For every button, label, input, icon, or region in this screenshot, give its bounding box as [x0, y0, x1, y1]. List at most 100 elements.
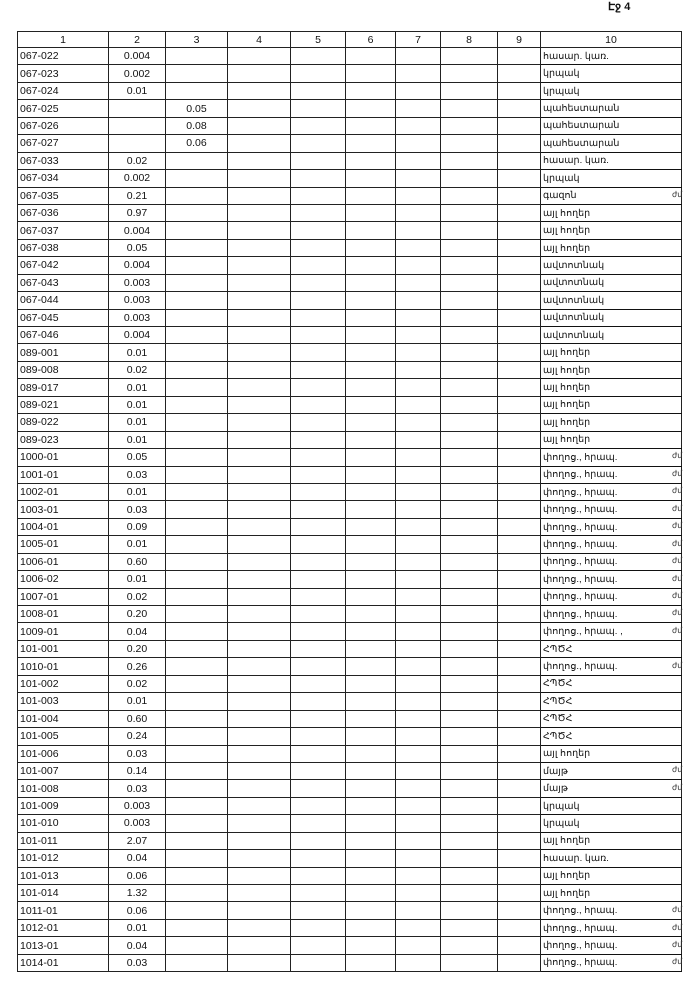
cell-col-5: [290, 639, 346, 659]
cell-col-5: [290, 343, 346, 362]
cell-col-9: [497, 953, 541, 973]
cell-col-2: 0.05: [108, 448, 166, 467]
cell-col-2: 0.03: [108, 465, 166, 484]
cell-col-8: [440, 448, 498, 467]
cell-col-8: [440, 308, 498, 328]
parcel-code: 067-023: [17, 64, 109, 83]
cell-col-2: 0.01: [108, 378, 166, 397]
cell-col-3: [165, 465, 228, 484]
land-use: հասար. կառ.: [540, 151, 682, 171]
cell-col-5: [290, 448, 346, 467]
parcel-code: 101-008: [17, 779, 109, 798]
cell-col-6: [345, 291, 396, 310]
cell-col-6: [345, 134, 396, 153]
cell-col-3: [165, 796, 228, 816]
land-use: այլ հողեր: [540, 866, 682, 886]
table-row: 1001-01 0.03 փողոց., հրապ.: [17, 465, 682, 484]
cell-col-3: [165, 186, 228, 205]
table-row: 101-003 0.01 ՀՊԾՀ: [17, 692, 682, 711]
table-row: 101-002 0.02 ՀՊԾՀ: [17, 674, 682, 694]
cell-col-9: [497, 482, 541, 502]
table-row: 101-011 2.07 այլ հողեր: [17, 831, 682, 851]
cell-col-6: [345, 604, 396, 624]
cell-col-6: [345, 517, 396, 537]
cell-col-2: 0.06: [108, 866, 166, 886]
cell-col-8: [440, 674, 498, 694]
cell-col-2: 0.003: [108, 796, 166, 816]
cell-col-4: [227, 430, 291, 450]
table-row: 1006-02 0.01 փողոց., հրապ.: [17, 570, 682, 589]
cell-col-2: 0.04: [108, 936, 166, 955]
cell-col-6: [345, 325, 396, 345]
cell-col-6: [345, 692, 396, 711]
cell-col-7: [395, 134, 441, 153]
cell-col-9: [497, 273, 541, 293]
cell-col-5: [290, 727, 346, 746]
header-row: 1 2 3 4 5 6 7 8 9 10: [17, 31, 682, 48]
cell-col-7: [395, 308, 441, 328]
cell-col-2: 0.97: [108, 203, 166, 223]
cell-col-9: [497, 709, 541, 729]
cell-col-3: [165, 81, 228, 101]
cell-col-5: [290, 482, 346, 502]
cell-col-4: [227, 238, 291, 258]
cell-col-6: [345, 570, 396, 589]
column-header: 10: [540, 31, 682, 48]
cell-col-2: 0.002: [108, 169, 166, 188]
cell-col-4: [227, 134, 291, 153]
cell-col-8: [440, 622, 498, 641]
land-use: այլ հողեր: [540, 343, 682, 362]
table-row: 067-045 0.003 ավտոտնակ: [17, 308, 682, 328]
cell-col-4: [227, 203, 291, 223]
parcel-code: 089-021: [17, 395, 109, 415]
cell-col-6: [345, 727, 396, 746]
cell-col-8: [440, 535, 498, 554]
table-row: 101-013 0.06 այլ հողեր: [17, 866, 682, 886]
cell-col-2: 0.01: [108, 535, 166, 554]
parcel-code: 067-045: [17, 308, 109, 328]
table-row: 101-008 0.03 մայթ: [17, 779, 682, 798]
parcel-code: 101-005: [17, 727, 109, 746]
land-use: կրպակ: [540, 814, 682, 833]
cell-col-8: [440, 727, 498, 746]
cell-col-8: [440, 46, 498, 66]
cell-col-2: 0.02: [108, 360, 166, 380]
cell-col-2: 0.01: [108, 482, 166, 502]
parcel-code: 089-022: [17, 413, 109, 432]
cell-col-8: [440, 256, 498, 275]
cell-col-3: [165, 169, 228, 188]
parcel-code: 067-025: [17, 99, 109, 118]
table-row: 067-025 0.05 պահեստարան: [17, 99, 682, 118]
cell-col-5: [290, 291, 346, 310]
cell-col-3: [165, 709, 228, 729]
cell-col-2: 0.01: [108, 692, 166, 711]
cell-col-9: [497, 238, 541, 258]
table-row: 067-044 0.003 ավտոտնակ: [17, 291, 682, 310]
cell-col-9: [497, 831, 541, 851]
margin-mark: ժմ: [672, 765, 683, 775]
land-use: ՀՊԾՀ: [540, 639, 682, 659]
cell-col-3: [165, 378, 228, 397]
cell-col-9: [497, 169, 541, 188]
cell-col-2: 0.01: [108, 395, 166, 415]
cell-col-5: [290, 622, 346, 641]
cell-col-5: [290, 535, 346, 554]
parcel-code: 101-011: [17, 831, 109, 851]
cell-col-2: 0.003: [108, 291, 166, 310]
cell-col-6: [345, 761, 396, 781]
parcel-code: 1010-01: [17, 657, 109, 676]
cell-col-8: [440, 81, 498, 101]
cell-col-3: [165, 64, 228, 83]
cell-col-2: 0.60: [108, 709, 166, 729]
land-use: այլ հողեր: [540, 378, 682, 397]
cell-col-6: [345, 831, 396, 851]
land-use: փողոց., հրապ.: [540, 604, 682, 624]
cell-col-6: [345, 64, 396, 83]
cell-col-2: 0.01: [108, 570, 166, 589]
cell-col-7: [395, 500, 441, 519]
cell-col-3: [165, 570, 228, 589]
cell-col-2: 0.06: [108, 901, 166, 920]
parcel-code: 067-037: [17, 221, 109, 240]
cell-col-7: [395, 186, 441, 205]
cell-col-4: [227, 796, 291, 816]
